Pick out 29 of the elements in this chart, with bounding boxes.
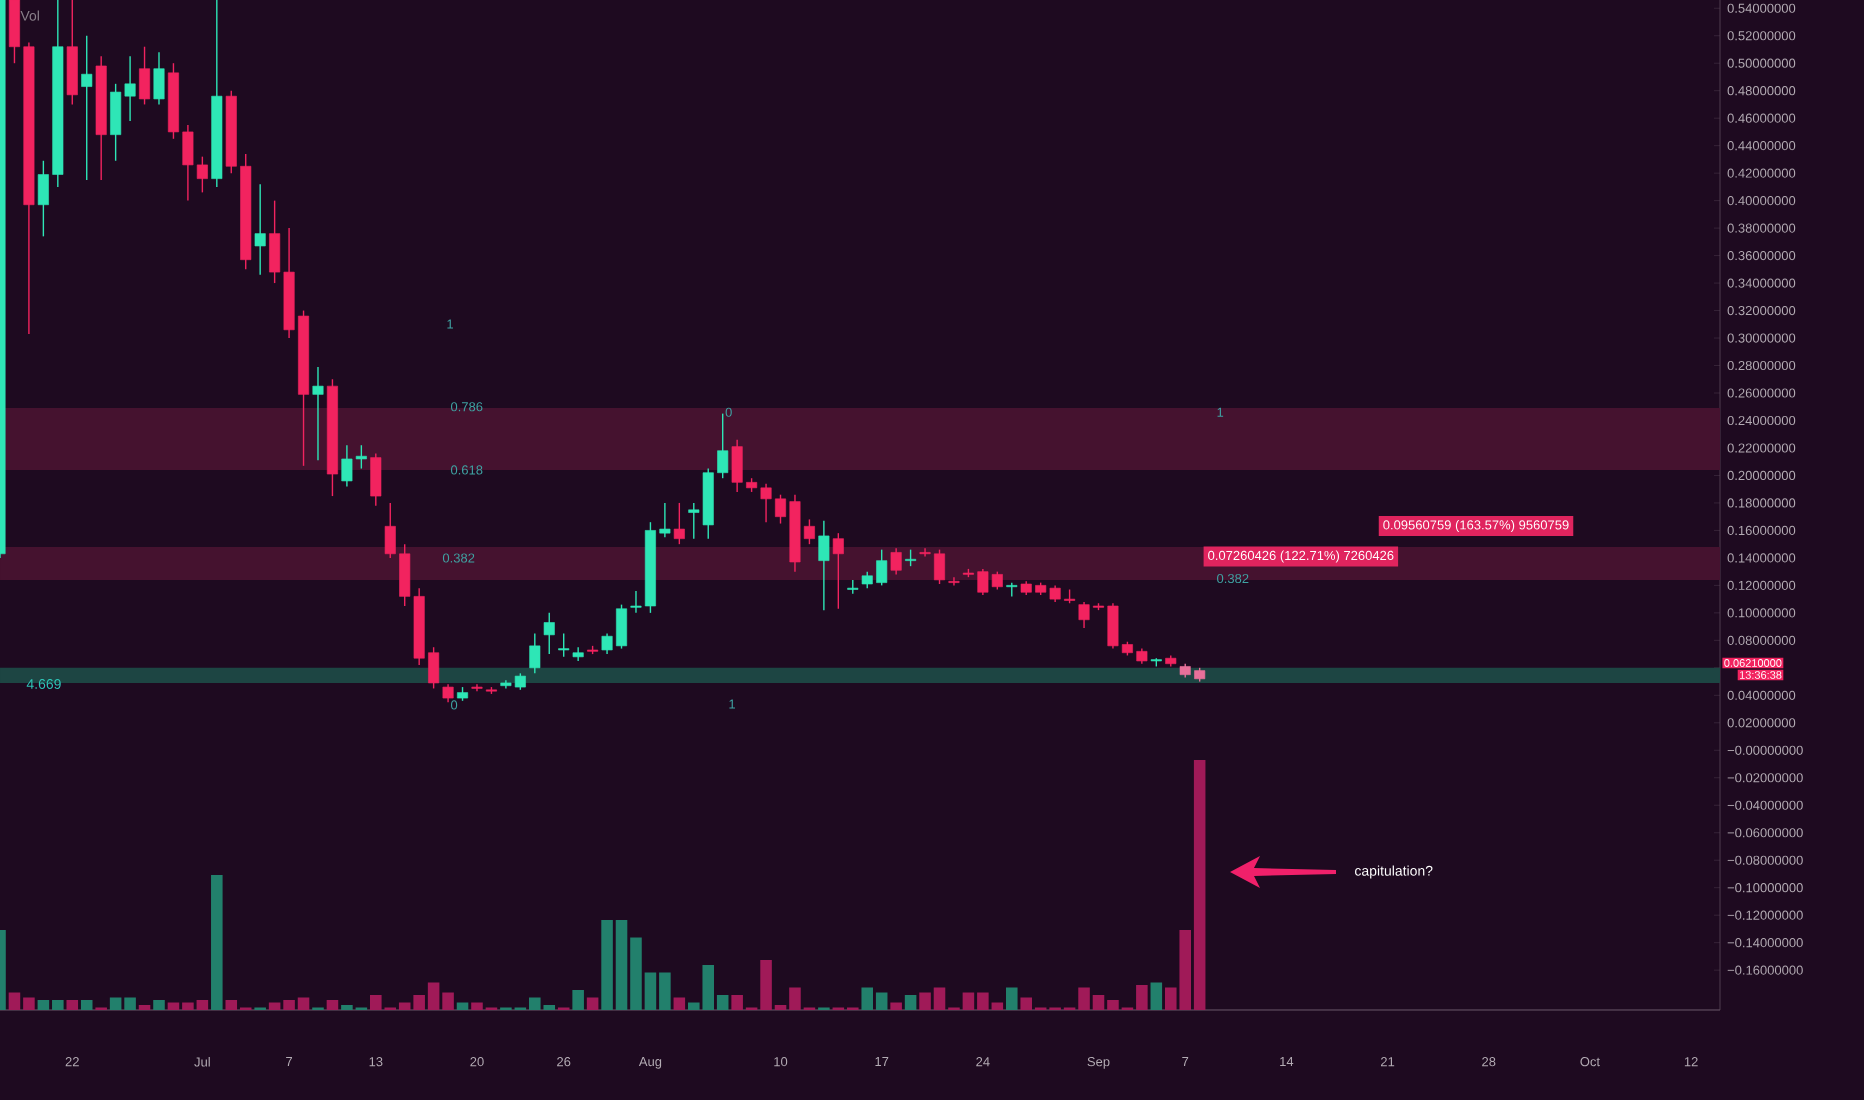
candlestick xyxy=(81,35,93,181)
candlestick xyxy=(139,46,151,106)
candlestick xyxy=(529,632,541,675)
bar xyxy=(586,997,599,1010)
candlestick xyxy=(572,646,584,662)
bar xyxy=(673,997,686,1010)
candlestick xyxy=(254,183,266,276)
candlestick xyxy=(370,452,382,507)
bar xyxy=(211,875,223,1010)
bar xyxy=(80,1000,93,1010)
candlestick xyxy=(832,532,844,610)
candlestick xyxy=(543,612,555,655)
bar xyxy=(572,990,584,1010)
bar xyxy=(66,1000,79,1010)
bar xyxy=(326,1000,339,1010)
bar xyxy=(1005,987,1018,1010)
candlestick xyxy=(818,520,830,611)
bar xyxy=(153,1000,165,1010)
candlestick xyxy=(312,366,324,462)
candlestick xyxy=(558,632,570,658)
bar xyxy=(1150,982,1163,1010)
candlestick xyxy=(948,576,960,587)
candlestick xyxy=(890,547,902,576)
candlestick xyxy=(8,0,20,64)
bar xyxy=(904,995,917,1010)
bar xyxy=(890,1002,902,1010)
candlestick xyxy=(384,502,396,559)
candlestick xyxy=(153,51,165,106)
candlestick xyxy=(673,502,685,545)
